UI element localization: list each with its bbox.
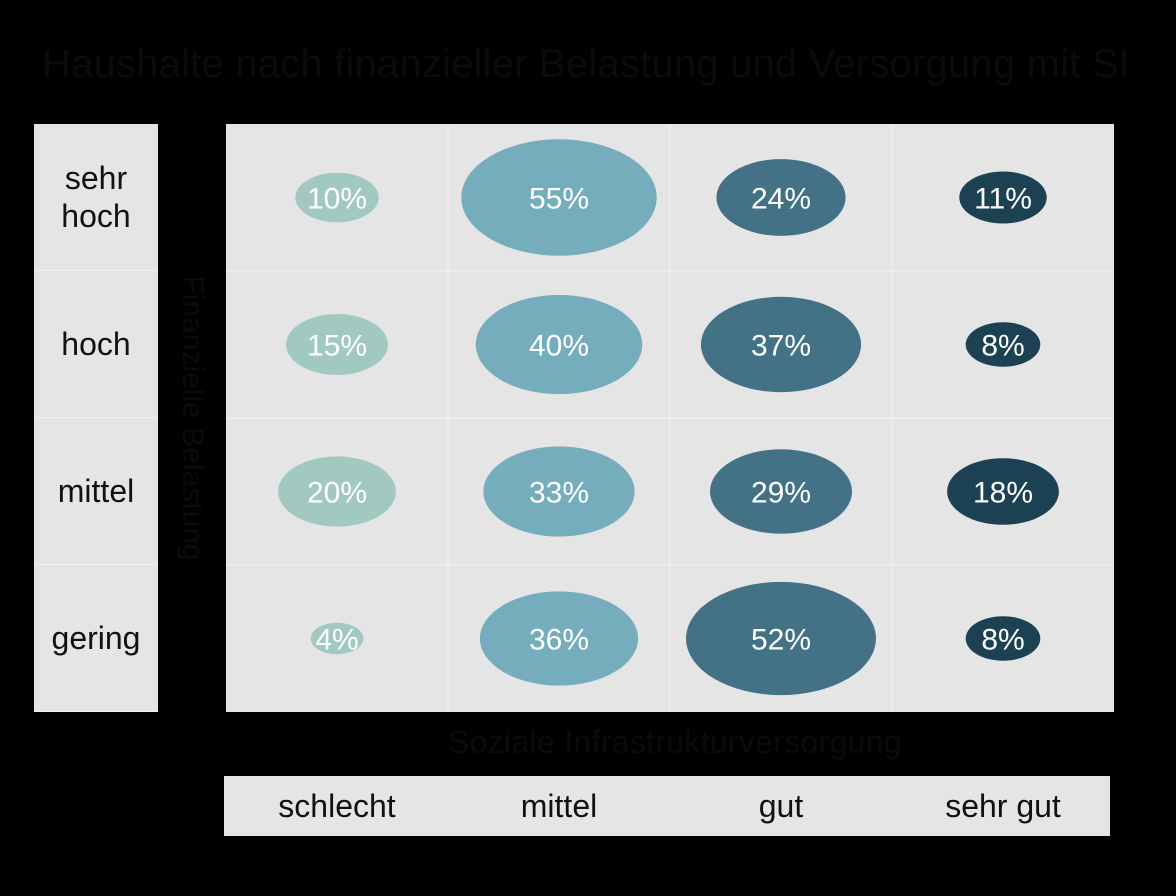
row-label-panel <box>34 124 158 712</box>
bubble <box>716 159 846 236</box>
bubble-value-label: 33% <box>529 477 589 510</box>
row-label-sehr-hoch: sehr hoch <box>34 124 158 271</box>
bubble <box>700 296 862 393</box>
bubble <box>959 171 1047 224</box>
bubble <box>947 458 1059 525</box>
row-label-gering: gering <box>34 565 158 712</box>
bubble <box>710 449 852 534</box>
bubble-value-label: 52% <box>751 624 811 657</box>
bubble <box>965 616 1041 661</box>
bubble <box>475 294 643 395</box>
column-label-panel <box>224 776 1110 836</box>
bubble <box>686 581 876 696</box>
bubble <box>295 172 379 223</box>
bubble-value-label: 55% <box>529 183 589 216</box>
bubble-value-label: 36% <box>529 624 589 657</box>
bubble-value-label: 18% <box>973 477 1033 510</box>
bubble-value-label: 29% <box>751 477 811 510</box>
bubble <box>483 446 635 537</box>
bubble-value-label: 4% <box>315 624 358 657</box>
column-label-gut: gut <box>758 787 804 824</box>
bubble-value-label: 10% <box>307 183 367 216</box>
bubble <box>461 139 657 256</box>
bubble <box>479 591 639 686</box>
bubble-value-label: 8% <box>981 330 1024 363</box>
bubble <box>286 314 388 375</box>
x-axis-title: Soziale Infrastrukturversorgung <box>448 724 902 760</box>
column-label-mittel: mittel <box>520 787 598 824</box>
bubble-value-label: 24% <box>751 183 811 216</box>
bubble <box>278 456 396 527</box>
bubble <box>310 622 364 655</box>
bubble-value-label: 11% <box>974 183 1032 216</box>
row-label-hoch: hoch <box>34 271 158 418</box>
bubble-value-label: 37% <box>751 330 811 363</box>
column-label-schlecht: schlecht <box>278 787 396 824</box>
bubble-value-label: 20% <box>307 477 367 510</box>
row-label-mittel: mittel <box>34 418 158 565</box>
bubble-value-label: 40% <box>529 330 589 363</box>
bubble-value-label: 8% <box>981 624 1024 657</box>
chart-title: Haushalte nach finanzieller Belastung un… <box>42 42 1131 86</box>
column-label-sehr-gut: sehr gut <box>945 787 1061 824</box>
bubble <box>965 322 1041 367</box>
bubble-value-label: 15% <box>307 330 367 363</box>
